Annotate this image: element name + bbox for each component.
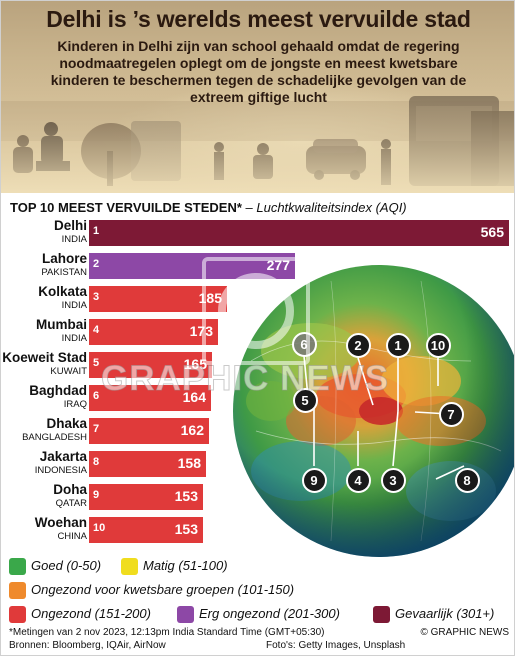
map-marker: 7: [438, 401, 464, 427]
map-marker: 1: [385, 332, 411, 358]
bar-rank-label: 5: [93, 357, 100, 369]
city-name: Doha: [53, 482, 87, 497]
bar: 10 153: [89, 517, 203, 543]
legend-label: Matig (51-100): [143, 558, 228, 573]
bar-rank-label: 10: [93, 522, 106, 534]
legend-swatch: [177, 606, 194, 623]
bar: 8 158: [89, 451, 206, 477]
bar-rank-label: 1: [93, 225, 100, 237]
country-name: INDIA: [61, 333, 87, 344]
country-name: INDIA: [61, 234, 87, 245]
bar-row: Woehan CHINA 10 153: [1, 514, 514, 547]
page-title: Delhi is ’s werelds meest vervuilde stad: [46, 6, 471, 32]
bar-rank-label: 6: [93, 390, 100, 402]
bar: 1 565: [89, 220, 509, 246]
page-subtitle: Kinderen in Delhi zijn van school gehaal…: [50, 38, 467, 105]
city-name: Baghdad: [29, 383, 87, 398]
country-name: INDONESIA: [34, 465, 87, 476]
map-marker: 8: [454, 467, 480, 493]
bar-value-label: 153: [174, 488, 198, 504]
bar-row: Koeweit Stad KUWAIT 5 165: [1, 349, 514, 382]
legend-label: Goed (0-50): [31, 558, 102, 573]
legend-swatch: [9, 606, 26, 623]
bar-value-label: 565: [480, 224, 504, 240]
footnote: *Metingen van 2 nov 2023, 12:13pm India …: [9, 627, 325, 638]
bar: 7 162: [89, 418, 209, 444]
bar: 4 173: [89, 319, 218, 345]
bar-rank-label: 3: [93, 291, 100, 303]
city-name: Dhaka: [46, 416, 87, 431]
city-name: Jakarta: [39, 449, 87, 464]
city-name: Koeweit Stad: [2, 350, 87, 365]
bar: 6 164: [89, 385, 211, 411]
country-name: INDIA: [61, 300, 87, 311]
watermark-text: GRAPHIC NEWS: [100, 359, 390, 399]
legend-swatch: [373, 606, 390, 623]
header-photo: Delhi is ’s werelds meest vervuilde stad…: [1, 1, 514, 193]
bar-rank-label: 8: [93, 456, 100, 468]
bar-rank-label: 4: [93, 324, 100, 336]
bar-value-label: 158: [177, 455, 201, 471]
bar-row: Baghdad IRAQ 6 164: [1, 382, 514, 415]
smog-scene-illustration: [1, 61, 514, 193]
aqi-legend: Goed (0-50) Matig (51-100) Ongezond voor k…: [1, 553, 514, 625]
city-name: Kolkata: [38, 284, 87, 299]
country-name: IRAQ: [63, 399, 87, 410]
bar: 9 153: [89, 484, 203, 510]
country-name: QATAR: [55, 498, 87, 509]
chart-heading: TOP 10 MEEST VERVUILDE STEDEN* – Luchtkw…: [10, 200, 510, 215]
map-marker: 4: [345, 467, 371, 493]
city-name: Woehan: [34, 515, 87, 530]
bar-rank-label: 2: [93, 258, 100, 270]
legend-label: Ongezond voor kwetsbare groepen (101-150…: [31, 582, 295, 597]
map-marker: 10: [425, 332, 451, 358]
city-name: Delhi: [53, 218, 87, 233]
chart-subtitle: – Luchtkwaliteitsindex (AQI): [241, 200, 407, 215]
bar-value-label: 153: [174, 521, 198, 537]
chart-title: TOP 10 MEEST VERVUILDE STEDEN*: [10, 200, 242, 215]
bar-value-label: 162: [180, 422, 204, 438]
copyright-credit: © GRAPHIC NEWS: [420, 627, 510, 638]
map-marker: 9: [301, 467, 327, 493]
city-name: Lahore: [41, 251, 87, 266]
bar-row: Dhaka BANGLADESH 7 162: [1, 415, 514, 448]
map-marker: 3: [380, 467, 406, 493]
country-name: CHINA: [57, 531, 87, 542]
bar-row: Jakarta INDONESIA 8 158: [1, 448, 514, 481]
country-name: KUWAIT: [50, 366, 87, 377]
bar-row: Doha QATAR 9 153: [1, 481, 514, 514]
bar-row: Mumbai INDIA 4 173: [1, 316, 514, 349]
legend-label: Erg ongezond (201-300): [199, 606, 340, 621]
country-name: PAKISTAN: [41, 267, 87, 278]
map-marker: 5: [292, 387, 318, 413]
legend-swatch: [9, 582, 26, 599]
map-marker: 6: [291, 331, 317, 357]
bar-row: Delhi INDIA 1 565: [1, 217, 514, 250]
bar-rank-label: 7: [93, 423, 100, 435]
footer: *Metingen van 2 nov 2023, 12:13pm India …: [9, 626, 509, 652]
bar-value-label: 173: [189, 323, 213, 339]
bar-value-label: 165: [183, 356, 207, 372]
graphic-news-watermark-logo: [202, 257, 310, 365]
legend-label: Ongezond (151-200): [31, 606, 151, 621]
photo-credit: Foto's: Getty Images, Unsplash: [266, 640, 406, 651]
city-name: Mumbai: [35, 317, 87, 332]
bar-value-label: 164: [182, 389, 206, 405]
legend-label: Gevaarlijk (301+): [395, 606, 495, 621]
legend-swatch: [9, 558, 26, 575]
sources: Bronnen: Bloomberg, IQAir, AirNow: [9, 640, 166, 651]
map-marker: 2: [345, 332, 371, 358]
bar-rank-label: 9: [93, 489, 100, 501]
bar: 5 165: [89, 352, 212, 378]
country-name: BANGLADESH: [22, 432, 87, 443]
legend-swatch: [121, 558, 138, 575]
